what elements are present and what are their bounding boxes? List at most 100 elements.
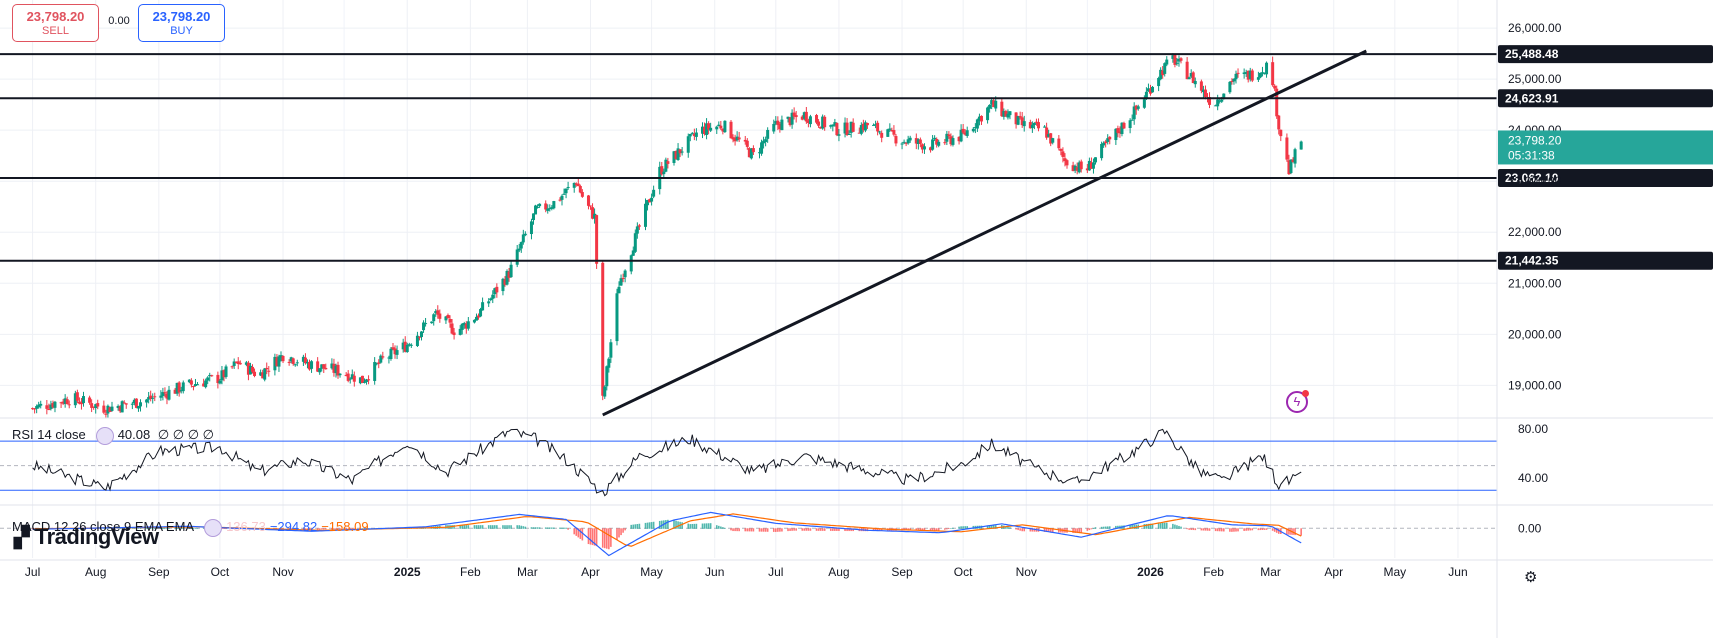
macd-histogram-bar	[994, 525, 997, 529]
candle-body	[957, 136, 961, 142]
candle-body	[281, 355, 285, 362]
macd-histogram-bar	[508, 525, 510, 529]
candle-body	[1030, 124, 1034, 129]
candle-body	[831, 124, 835, 127]
candle-body	[945, 133, 949, 142]
macd-histogram-bar	[646, 522, 649, 529]
macd-histogram-bar	[496, 525, 498, 529]
macd-histogram-bar	[573, 528, 576, 535]
candle-body	[662, 171, 666, 175]
macd-histogram-bar	[789, 528, 791, 531]
macd-histogram-bar	[834, 528, 836, 531]
countdown-label: 05:31:38	[1508, 148, 1555, 162]
x-tick-label: Feb	[460, 565, 481, 579]
macd-histogram-bar	[494, 525, 496, 529]
macd-histogram-bar	[730, 528, 732, 531]
x-tick-label: May	[1383, 565, 1406, 579]
macd-histogram-bar	[693, 523, 696, 529]
candle-body	[815, 115, 819, 123]
candle-body	[316, 361, 320, 372]
level-label-bg	[1498, 45, 1713, 64]
candle-body	[1246, 70, 1250, 80]
macd-histogram-bar	[1271, 528, 1274, 531]
candle-body	[65, 399, 69, 405]
macd-histogram-bar	[473, 525, 476, 529]
macd-histogram-bar	[1265, 528, 1268, 530]
candle-body	[149, 395, 153, 400]
macd-histogram-bar	[1172, 523, 1174, 529]
candle-body	[330, 363, 334, 369]
buy-button[interactable]: 23,798.20 BUY	[138, 4, 225, 42]
sell-button[interactable]: 23,798.20 SELL	[12, 4, 99, 42]
candle-body	[1059, 148, 1063, 151]
candle-body	[1277, 115, 1281, 130]
level-label: 25,488.48	[1505, 47, 1559, 61]
macd-histogram-bar	[180, 527, 183, 529]
candle-body	[792, 112, 796, 117]
candle-body	[1045, 127, 1049, 138]
candle-body	[776, 120, 780, 125]
macd-legend[interactable]: MACD 12 26 close 9 EMA EMA 136.73 −294.82−…	[12, 519, 373, 537]
macd-histogram-bar	[567, 528, 569, 530]
candle-body	[362, 381, 366, 383]
macd-histogram-bar	[1294, 528, 1296, 536]
macd-histogram-bar	[308, 528, 311, 531]
tradingview-logo[interactable]: ▞ TradingView	[14, 524, 159, 550]
macd-histogram-bar	[1163, 522, 1166, 529]
candle-body	[450, 323, 454, 334]
gear-icon[interactable]	[95, 427, 114, 445]
candle-body	[515, 249, 519, 265]
candle-body	[358, 377, 362, 384]
candle-body	[102, 405, 106, 413]
macd-histogram-bar	[168, 527, 170, 529]
candle-body	[851, 122, 855, 132]
gear-icon[interactable]	[204, 519, 223, 537]
candle-body	[900, 143, 904, 145]
candle-body	[1122, 122, 1126, 129]
candle-body	[1161, 70, 1165, 76]
macd-histogram-bar	[318, 528, 321, 530]
buy-label: BUY	[170, 25, 193, 37]
candle-body	[1006, 113, 1010, 118]
rsi-legend[interactable]: RSI 14 close 40.08 ∅ ∅ ∅ ∅	[12, 427, 218, 445]
candle-body	[1230, 80, 1234, 82]
candle-body	[709, 127, 713, 131]
candle-body	[324, 367, 328, 370]
macd-histogram-bar	[361, 528, 364, 529]
candle-body	[758, 152, 762, 154]
rsi-tick-label: 40.00	[1518, 471, 1548, 485]
candle-body	[686, 136, 690, 153]
candle-body	[1208, 97, 1212, 105]
candle-body	[466, 321, 470, 329]
macd-histogram-bar	[652, 521, 655, 529]
macd-histogram-bar	[1194, 528, 1197, 531]
gear-icon[interactable]: ⚙	[1524, 569, 1538, 586]
macd-histogram-bar	[795, 528, 797, 531]
macd-histogram-bar	[848, 528, 850, 532]
candle-body	[189, 380, 193, 385]
price-tick-label: 20,000.00	[1508, 327, 1562, 341]
macd-histogram-bar	[601, 528, 604, 548]
candle-body	[1134, 105, 1138, 110]
candle-body	[943, 142, 947, 144]
candle-body	[1222, 93, 1226, 100]
macd-histogram-bar	[1019, 528, 1021, 531]
candle-body	[92, 406, 96, 408]
candle-body	[548, 208, 552, 210]
candle-body	[558, 199, 562, 201]
candle-body	[387, 357, 391, 359]
macd-histogram-bar	[874, 528, 877, 531]
macd-histogram-bar	[111, 528, 113, 529]
spread-value: 0.00	[108, 15, 130, 27]
candle-body	[1165, 59, 1169, 65]
candle-body	[1120, 122, 1124, 135]
candle-body	[660, 166, 664, 175]
candle-body	[1299, 141, 1303, 150]
lightning-icon[interactable]: ϟ	[1286, 390, 1309, 413]
candle-body	[493, 288, 497, 295]
macd-histogram-bar	[481, 525, 484, 529]
candle-body	[794, 115, 798, 118]
candle-body	[438, 313, 442, 319]
